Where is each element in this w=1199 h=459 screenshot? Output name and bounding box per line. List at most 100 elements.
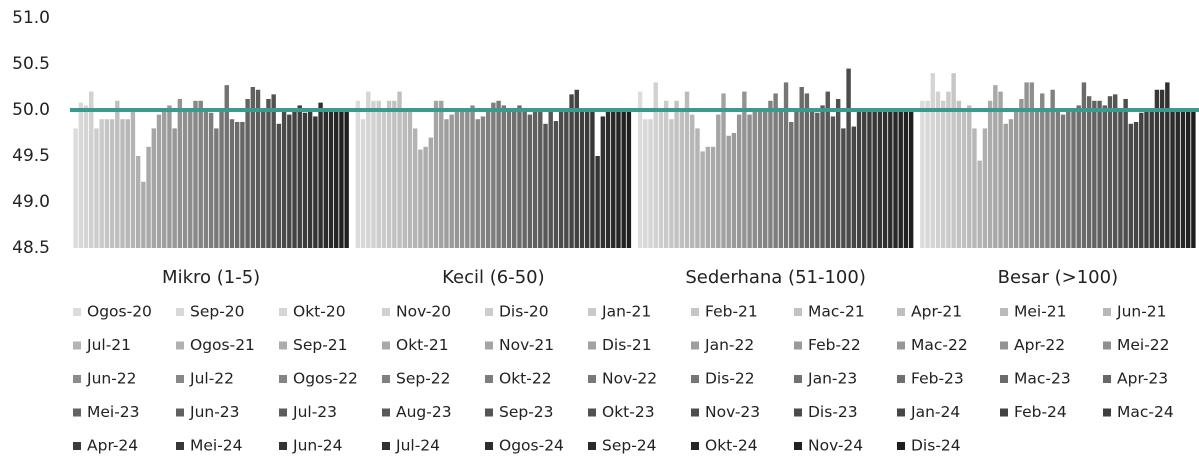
bar [851,126,857,248]
legend-swatch [485,308,493,316]
bar [1040,93,1045,248]
bar [558,110,564,248]
bar [219,110,224,248]
bar [203,110,209,248]
bar [825,91,830,248]
y-tick-label: 49.5 [12,146,50,166]
bar [104,119,110,248]
bar [234,121,240,248]
bar [846,68,851,248]
bar [439,100,444,248]
legend-swatch [897,375,905,383]
legend-label: Sep-23 [499,403,554,421]
bar [89,91,94,248]
legend-label: Jul-22 [189,370,234,388]
legend-swatch [73,408,81,417]
legend-label: Apr-22 [1014,336,1065,354]
bar [579,110,585,248]
bar [1133,121,1139,248]
bar [898,110,903,248]
legend-swatch [691,308,699,316]
bar [428,137,434,248]
bar [229,119,235,248]
bar [830,116,836,248]
legend-label: Jul-23 [292,403,337,421]
bar [538,110,543,248]
bar [626,110,632,248]
legend-swatch [1103,408,1111,417]
legend-label: Aug-23 [396,403,452,421]
legend-swatch [73,375,81,383]
bar [1055,110,1061,248]
bar [841,128,846,248]
bar [193,100,198,248]
bar [1149,110,1154,248]
bar [690,114,695,248]
legend-label: Nov-20 [396,303,451,321]
bar [967,105,972,249]
bar [956,100,962,248]
legend-label: Dis-22 [705,370,755,388]
bar [621,110,626,248]
legend-label: Nov-24 [808,437,863,455]
legend-swatch [897,308,905,316]
bar [643,119,648,248]
bar [449,114,454,248]
x-tick-label: Sederhana (51-100) [685,267,865,288]
bar [1097,100,1102,248]
bar [177,98,183,249]
y-tick-label: 49.0 [12,192,50,212]
bar [287,114,292,248]
legend-label: Mei-24 [190,437,243,455]
legend-swatch [73,308,81,316]
bar [245,98,250,249]
legend-swatch [1000,308,1008,316]
legend-swatch [73,442,81,450]
legend-swatch [382,442,390,450]
bar [1118,110,1123,248]
bar [611,110,616,248]
bar [344,110,349,248]
bar [125,119,130,248]
legend-swatch [588,375,596,383]
bar [1029,82,1035,249]
bar [167,105,172,249]
bar [1081,82,1087,249]
legend-swatch [279,341,287,350]
legend-swatch [691,442,699,450]
legend-swatch [382,308,390,316]
legend-label: Mac-21 [808,303,865,321]
legend-swatch [691,341,699,350]
bar [595,156,600,248]
bar [281,110,287,248]
legend-label: Mei-22 [1117,336,1170,354]
bar [517,105,522,249]
bar [323,110,329,248]
legend-swatch [485,442,493,450]
bar [1107,96,1113,248]
bar [1066,110,1071,248]
legend-swatch [897,442,905,450]
bar [376,100,381,248]
legend-label: Mei-21 [1014,303,1067,321]
legend-label: Ogos-21 [190,336,255,354]
legend-label: Dis-21 [602,336,652,354]
bar [1165,82,1170,249]
bar [977,160,982,248]
bar [386,100,392,248]
bar [418,149,423,248]
legend-swatch [588,442,596,450]
legend-label: Ogos-24 [499,437,564,455]
bar [1024,82,1029,249]
bar [334,110,339,248]
bar [700,151,705,248]
bar [501,105,507,249]
legend-label: Sep-22 [396,370,451,388]
bar [366,91,371,248]
bar [459,110,465,248]
x-tick-label: Mikro (1-5) [162,267,260,288]
legend-swatch [73,341,81,350]
bar [877,110,883,248]
legend-swatch [691,375,699,383]
bar [1180,110,1186,248]
